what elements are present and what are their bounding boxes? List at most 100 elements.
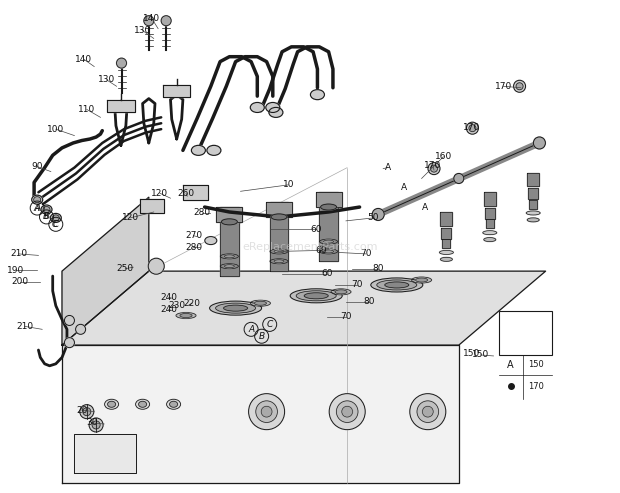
Circle shape [466,122,479,134]
Text: 120: 120 [122,213,139,222]
Circle shape [80,405,94,419]
Ellipse shape [205,237,217,245]
Text: 80: 80 [373,264,384,273]
Circle shape [249,393,285,430]
Text: 60: 60 [322,269,333,278]
Ellipse shape [274,260,284,263]
Ellipse shape [224,265,234,268]
Text: B: B [43,212,50,221]
Text: 210: 210 [16,322,33,331]
Ellipse shape [324,250,334,253]
Ellipse shape [216,303,255,313]
Polygon shape [183,185,208,200]
Ellipse shape [250,103,264,112]
Ellipse shape [304,293,328,299]
Text: A: A [422,203,428,211]
Circle shape [92,421,100,429]
Ellipse shape [43,207,50,212]
Ellipse shape [311,90,324,100]
Ellipse shape [50,213,61,222]
Circle shape [76,324,86,334]
Circle shape [410,393,446,430]
Circle shape [454,174,464,183]
Ellipse shape [250,300,270,306]
Ellipse shape [335,290,347,294]
Ellipse shape [331,289,351,295]
Text: A: A [384,163,391,172]
Text: 80: 80 [363,297,374,306]
Text: 60: 60 [311,225,322,234]
Ellipse shape [371,278,423,292]
Text: 90: 90 [32,162,43,171]
Text: 240: 240 [160,305,177,314]
Text: 30: 30 [86,419,97,427]
Polygon shape [216,207,242,222]
Ellipse shape [266,103,280,112]
Polygon shape [529,200,537,209]
Text: 170: 170 [495,82,512,91]
Text: 170: 170 [528,382,544,390]
Text: 20: 20 [76,406,87,415]
Circle shape [513,80,526,92]
Text: 70: 70 [340,312,352,321]
Ellipse shape [170,401,177,407]
Ellipse shape [180,314,192,317]
Polygon shape [316,192,342,207]
Polygon shape [527,173,539,186]
Text: 140: 140 [75,55,92,64]
Ellipse shape [176,313,196,318]
Ellipse shape [207,145,221,155]
Text: 170: 170 [463,123,480,132]
Circle shape [256,401,277,423]
Circle shape [533,137,546,149]
Text: 170: 170 [424,161,441,170]
Text: B: B [42,212,48,221]
Text: 190: 190 [7,266,24,275]
Text: 230: 230 [168,301,185,310]
Text: A: A [248,325,254,334]
Circle shape [148,258,164,274]
Text: eReplacementParts.com: eReplacementParts.com [242,242,378,251]
Circle shape [516,83,523,90]
Text: C: C [51,220,58,229]
Ellipse shape [484,238,496,242]
Ellipse shape [220,264,239,269]
Ellipse shape [270,259,288,264]
Text: A: A [33,204,39,212]
Polygon shape [440,212,453,226]
Ellipse shape [108,401,115,407]
Ellipse shape [136,399,149,409]
Ellipse shape [33,197,41,203]
Text: 160: 160 [435,152,452,161]
Text: 100: 100 [47,125,64,134]
Ellipse shape [269,107,283,117]
Circle shape [422,406,433,417]
Polygon shape [62,271,546,345]
Ellipse shape [321,204,337,210]
Polygon shape [163,85,190,97]
Polygon shape [266,202,292,217]
Text: 140: 140 [143,14,161,23]
Bar [499,311,552,355]
Ellipse shape [319,249,338,254]
Text: A: A [507,360,514,370]
Ellipse shape [412,277,432,283]
Text: 280: 280 [185,243,202,252]
Circle shape [144,16,154,26]
Text: 220: 220 [184,299,201,308]
Ellipse shape [274,250,284,253]
Ellipse shape [254,301,267,305]
Circle shape [337,401,358,423]
Ellipse shape [270,249,288,254]
Text: 70: 70 [360,249,371,258]
Ellipse shape [377,280,417,290]
Text: B: B [259,332,265,341]
Polygon shape [441,228,451,239]
Ellipse shape [440,257,453,261]
Ellipse shape [415,278,428,282]
Polygon shape [107,100,135,112]
Circle shape [428,163,440,175]
Ellipse shape [526,211,540,215]
Text: 280: 280 [193,209,210,217]
Text: C: C [267,320,273,329]
